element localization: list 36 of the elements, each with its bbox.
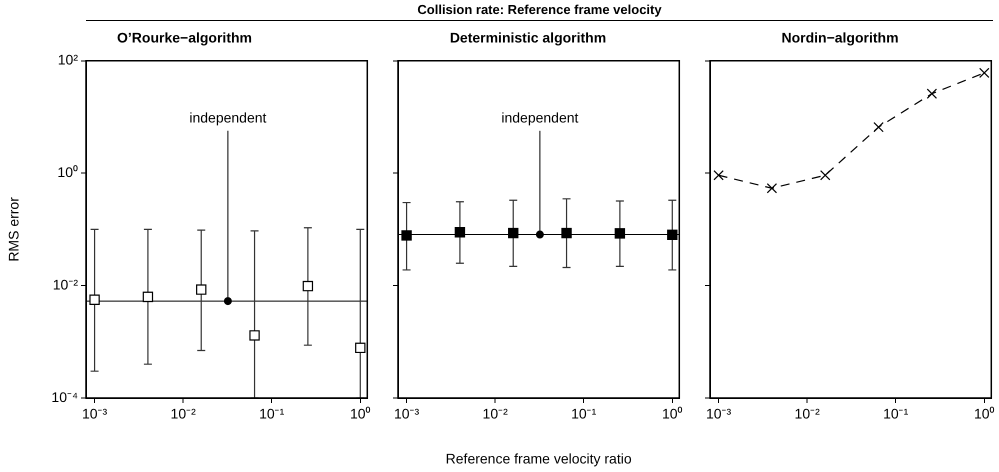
y-tick-label: 10⁰: [57, 164, 78, 180]
point: [89, 294, 100, 305]
x-tick-label: 10⁻²: [482, 405, 508, 422]
point: [926, 88, 938, 99]
point: [355, 342, 366, 354]
x-tick-label: 10⁻²: [170, 405, 196, 422]
chart-title: Deterministic algorithm: [450, 29, 606, 46]
y-tick-label: 10²: [58, 52, 78, 68]
point: [713, 170, 724, 180]
x-tick-label: 10⁻¹: [259, 405, 285, 422]
chart-title: O’Rourke−algorithm: [117, 29, 252, 46]
x-tick-label: 10⁻³: [82, 405, 108, 422]
point: [249, 330, 260, 341]
x-tick-label: 10⁻³: [394, 405, 420, 422]
x-tick-label: 10⁻¹: [571, 405, 597, 422]
annotation: independent: [189, 110, 267, 126]
x-axis-title: Reference frame velocity ratio: [446, 450, 632, 466]
point: [873, 122, 884, 132]
annotation: independent: [501, 110, 579, 126]
x-tick-label: 10⁰: [974, 405, 995, 422]
y-axis-title: RMS error: [5, 196, 22, 262]
x-tick-label: 10⁰: [350, 405, 371, 422]
point: [196, 284, 206, 295]
point: [766, 183, 778, 194]
y-tick-label: 10⁻²: [52, 276, 78, 292]
point: [820, 170, 830, 180]
y-tick-label: 10⁻⁴: [51, 388, 78, 405]
x-tick-label: 10⁻³: [706, 405, 732, 422]
x-tick-label: 10⁰: [662, 405, 683, 422]
text: Collision rate: Reference frame velocity: [86, 2, 993, 21]
point: [142, 292, 154, 302]
x-tick-label: 10⁻¹: [883, 405, 909, 422]
point: [979, 68, 990, 78]
point: [302, 280, 314, 292]
x-tick-label: 10⁻²: [794, 405, 820, 422]
chart-title: Nordin−algorithm: [781, 29, 899, 46]
